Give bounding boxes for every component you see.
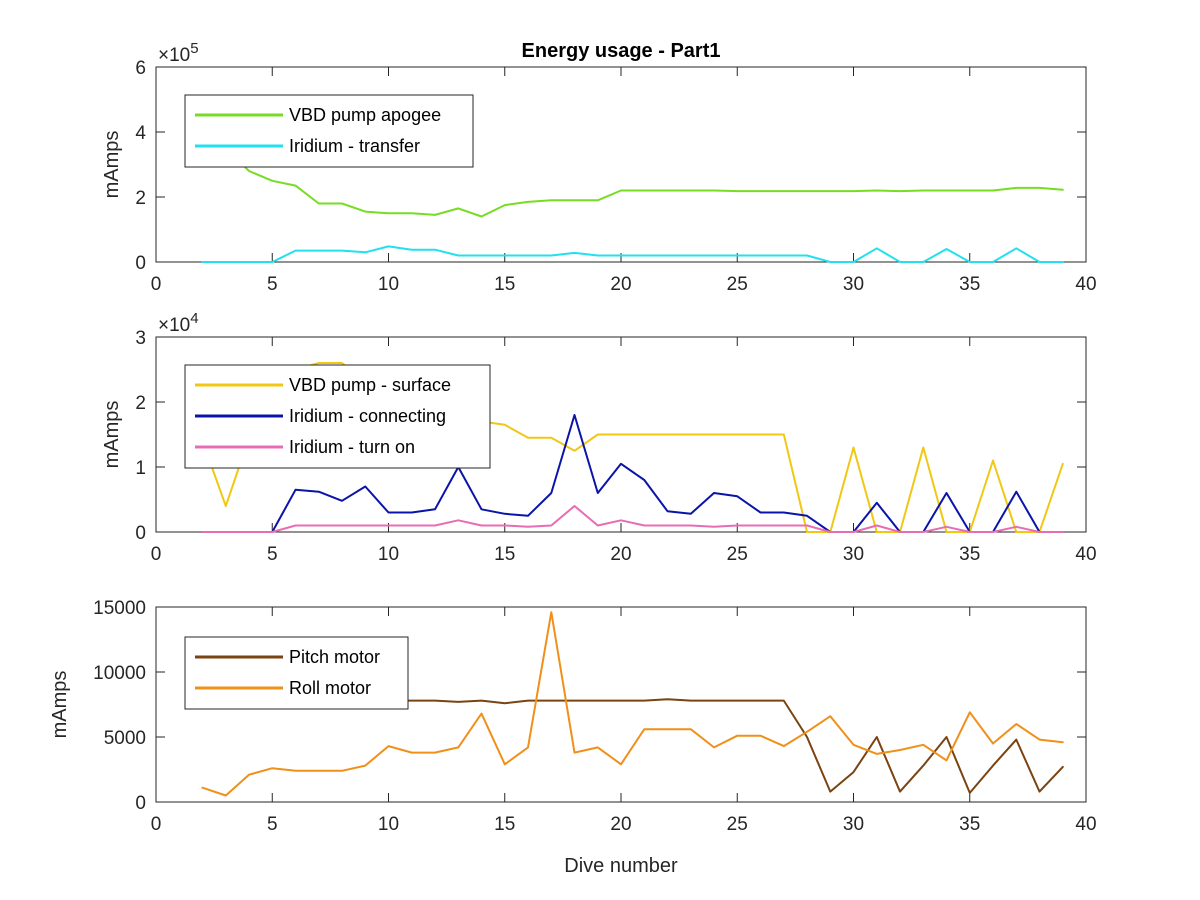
y-axis-label: mAmps (49, 671, 71, 739)
x-tick-label: 25 (727, 274, 748, 295)
y-tick-label: 1 (135, 458, 146, 479)
x-tick-label: 35 (959, 274, 980, 295)
x-tick-label: 10 (378, 814, 399, 835)
legend-label: VBD pump apogee (289, 105, 441, 125)
y-exponent-power: 4 (190, 310, 198, 327)
x-tick-label: 5 (267, 274, 278, 295)
x-tick-label: 15 (494, 544, 515, 565)
legend-box (184, 636, 409, 710)
legend-label: Pitch motor (289, 647, 380, 667)
y-tick-label: 4 (135, 123, 146, 144)
x-tick-label: 40 (1075, 814, 1096, 835)
x-tick-label: 35 (959, 544, 980, 565)
legend: Pitch motor Roll motor (184, 636, 409, 710)
legend: VBD pump apogee Iridium - transfer (184, 94, 474, 168)
legend-label: Iridium - connecting (289, 406, 446, 426)
figure-title: Energy usage - Part1 (522, 40, 721, 62)
subplot-3: 0 5 10 15 20 25 30 35 40 0 5000 10000 15000 mAmps Dive… (49, 598, 1097, 877)
y-tick-label: 0 (135, 253, 146, 274)
y-tick-label: 0 (135, 523, 146, 544)
series-group (201, 611, 1064, 797)
x-tick-label: 0 (151, 814, 162, 835)
series-line-iridium-turn-on (201, 505, 1064, 533)
y-axis: 0 1 2 3 (135, 328, 1086, 544)
series-line-vbd-pump-apogee (201, 134, 1064, 218)
y-axis-label: mAmps (101, 131, 123, 199)
y-axis-label: mAmps (101, 401, 123, 469)
y-exponent-label: ×105 (158, 40, 199, 66)
y-tick-label: 2 (135, 188, 146, 209)
y-tick-label: 10000 (93, 663, 146, 684)
x-tick-label: 30 (843, 814, 864, 835)
legend-label: Iridium - turn on (289, 437, 415, 457)
y-tick-label: 5000 (104, 728, 146, 749)
x-axis: 0 5 10 15 20 25 30 35 40 (151, 607, 1097, 835)
x-tick-label: 15 (494, 274, 515, 295)
x-tick-label: 20 (610, 814, 631, 835)
legend-label: Roll motor (289, 678, 371, 698)
x-tick-label: 0 (151, 274, 162, 295)
legend-label: VBD pump - surface (289, 375, 451, 395)
x-tick-label: 35 (959, 814, 980, 835)
y-exponent-power: 5 (190, 40, 198, 57)
x-tick-label: 5 (267, 814, 278, 835)
series-line-pitch-motor (387, 698, 1064, 794)
x-axis-label: Dive number (564, 855, 678, 877)
legend-label: Iridium - transfer (289, 136, 420, 156)
x-tick-label: 5 (267, 544, 278, 565)
legend-box (184, 94, 474, 168)
x-tick-label: 10 (378, 274, 399, 295)
x-tick-label: 30 (843, 274, 864, 295)
x-tick-label: 10 (378, 544, 399, 565)
x-axis: 0 5 10 15 20 25 30 35 40 (151, 337, 1097, 565)
x-tick-label: 20 (610, 274, 631, 295)
y-tick-label: 3 (135, 328, 146, 349)
series-line-roll-motor (201, 611, 1064, 797)
x-tick-label: 25 (727, 544, 748, 565)
y-axis: 0 5000 10000 15000 (93, 598, 1086, 814)
y-tick-label: 0 (135, 793, 146, 814)
subplot-2: 0 5 10 15 20 25 30 35 40 0 1 2 3 ×104 mAmps VBD pump - … (101, 310, 1097, 565)
y-tick-label: 2 (135, 393, 146, 414)
x-tick-label: 40 (1075, 544, 1096, 565)
series-group (201, 134, 1064, 263)
x-tick-label: 15 (494, 814, 515, 835)
x-tick-label: 40 (1075, 274, 1096, 295)
x-tick-label: 20 (610, 544, 631, 565)
x-axis: 0 5 10 15 20 25 30 35 40 (151, 67, 1097, 295)
subplot-1: 0 5 10 15 20 25 30 35 40 0 2 4 6 ×105 mAmps VBD pump ap… (101, 40, 1097, 295)
x-tick-label: 30 (843, 544, 864, 565)
x-tick-label: 0 (151, 544, 162, 565)
series-line-iridium-transfer (201, 245, 1064, 263)
x-tick-label: 25 (727, 814, 748, 835)
legend: VBD pump - surface Iridium - connecting Ir… (184, 364, 491, 469)
y-axis: 0 2 4 6 (135, 58, 1086, 274)
y-tick-label: 6 (135, 58, 146, 79)
y-exponent-label: ×104 (158, 310, 199, 336)
y-tick-label: 15000 (93, 598, 146, 619)
